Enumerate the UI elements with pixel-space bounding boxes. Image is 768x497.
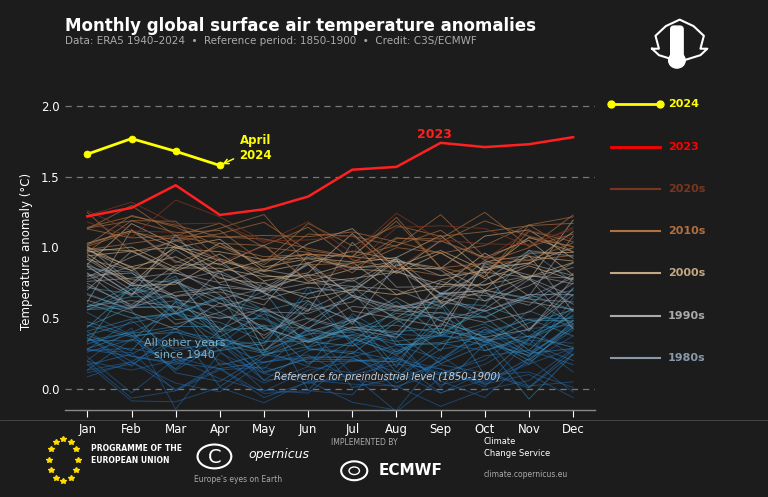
Text: 2023: 2023 <box>668 142 699 152</box>
Text: Europe's eyes on Earth: Europe's eyes on Earth <box>194 475 282 484</box>
Y-axis label: Temperature anomaly (°C): Temperature anomaly (°C) <box>20 172 33 330</box>
Text: Data: ERA5 1940–2024  •  Reference period: 1850-1900  •  Credit: C3S/ECMWF: Data: ERA5 1940–2024 • Reference period:… <box>65 36 477 46</box>
Text: 1990s: 1990s <box>668 311 706 321</box>
Text: 2023: 2023 <box>416 128 452 141</box>
Text: Climate
Change Service: Climate Change Service <box>484 437 550 458</box>
Text: Monthly global surface air temperature anomalies: Monthly global surface air temperature a… <box>65 17 536 35</box>
Text: Reference for preindustrial level (1850-1900): Reference for preindustrial level (1850-… <box>274 372 501 383</box>
Text: April
2024: April 2024 <box>224 135 271 164</box>
Text: 2000s: 2000s <box>668 268 706 278</box>
Text: 1980s: 1980s <box>668 353 706 363</box>
Text: 2020s: 2020s <box>668 184 706 194</box>
Text: 2024: 2024 <box>668 99 699 109</box>
Text: climate.copernicus.eu: climate.copernicus.eu <box>484 470 568 479</box>
Text: 2010s: 2010s <box>668 226 706 236</box>
Text: PROGRAMME OF THE
EUROPEAN UNION: PROGRAMME OF THE EUROPEAN UNION <box>91 444 181 465</box>
Text: opernicus: opernicus <box>248 448 310 461</box>
Text: ECMWF: ECMWF <box>379 463 442 478</box>
Text: IMPLEMENTED BY: IMPLEMENTED BY <box>332 438 398 447</box>
Circle shape <box>669 53 685 68</box>
FancyBboxPatch shape <box>670 26 684 62</box>
Text: C: C <box>207 448 221 467</box>
Text: All other years
since 1940: All other years since 1940 <box>144 338 225 360</box>
